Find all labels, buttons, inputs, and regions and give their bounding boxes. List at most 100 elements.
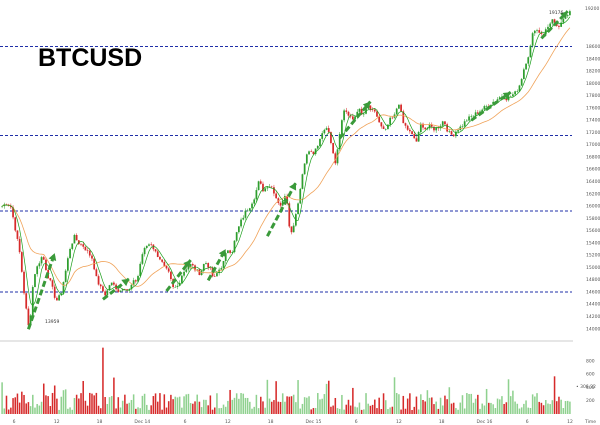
volume-bar [165,407,168,414]
volume-bar [187,393,190,414]
volume-bar [167,401,170,414]
candle-body [246,210,249,212]
candle-body [42,257,45,260]
volume-axis: 800 600 400 200 [586,358,595,404]
volume-bar [270,401,273,414]
volume-bar [115,408,117,414]
candle-body [165,265,168,269]
time-tick-label: Dec 16 [477,419,493,425]
time-tick-label: 12 [567,419,573,425]
candle-body [509,96,512,97]
candle-body [167,268,170,272]
volume-bar [69,407,71,414]
volume-bar [553,376,556,414]
candle-body [207,263,210,268]
volume-bar [249,401,251,414]
volume-bar [325,383,328,414]
candle-body [213,276,216,277]
volume-bar [288,396,291,414]
candle-body [417,132,420,142]
volume-bar [463,408,466,414]
volume-bar [349,405,352,414]
volume-bar [512,390,514,414]
volume-bar [455,408,457,414]
candle-body [80,244,82,245]
volume-bar [146,404,148,414]
volume-bar [371,404,374,414]
time-tick-label: 18 [268,419,274,425]
candle-body [279,202,282,206]
volume-bar [330,406,332,414]
candle-body [505,98,508,101]
candle-body [382,126,385,130]
candle-body [408,129,411,132]
candle-body [99,284,102,287]
candle-body [529,45,532,58]
volume-bar [433,404,435,414]
volume-bar [498,399,501,414]
price-tick-label: 17400 [586,118,600,124]
axis-top-label: 19200 [585,6,599,12]
candle-body [312,151,315,155]
volume-bar [279,401,282,414]
candle-body [297,203,299,215]
volume-bar [327,380,330,414]
volume-bar [488,402,490,414]
time-tick-label: 12 [54,419,60,425]
candle-body [507,96,510,101]
volume-bar [159,393,161,414]
volume-bar [536,393,538,414]
volume-bar [205,399,207,414]
candle-body [88,250,91,256]
volume-bar [424,401,426,414]
candle-body [148,244,150,246]
candle-body [419,123,422,133]
candle-body [75,234,78,241]
candle-body [538,30,541,33]
candle-body [457,130,459,132]
candle-body [310,151,313,152]
candle-body [402,111,405,124]
volume-bar [569,401,571,414]
candle-body [31,286,34,316]
chart-title: BTCUSD [38,44,142,72]
volume-bar [391,406,394,414]
volume-bar [525,400,527,414]
volume-bar [150,405,152,414]
volume-bar [163,394,166,414]
candle-body [16,230,19,239]
trend-arrow-head [502,92,511,100]
volume-bar [47,396,49,414]
candle-body [448,131,451,132]
candle-body [433,126,435,131]
price-tick-label: 16200 [586,191,600,197]
volume-bar [472,402,475,414]
volume-tick-label: 200 [586,398,595,404]
volume-bar [461,395,464,414]
candle-body [152,244,155,250]
candle-body [380,122,383,127]
candle-body [159,256,161,260]
candle-body [378,116,381,123]
candle-body [259,181,262,184]
volume-bar [262,401,264,414]
volume-bar [189,403,192,414]
volume-bar [474,398,477,414]
candle-body [187,266,190,270]
volume-bar [7,409,10,414]
candle-body [512,94,514,97]
volume-bar [415,396,418,414]
volume-bar [91,393,93,414]
candle-body [485,106,488,107]
price-tick-label: 15400 [586,240,600,246]
volume-bar [27,402,30,414]
candle-body [266,187,269,189]
candle-body [362,113,365,115]
candle-body [540,32,543,34]
volume-bar [170,394,172,414]
candle-body [198,269,201,276]
volume-bar [503,403,505,414]
candle-body [1,206,3,207]
volume-bar [10,407,12,414]
